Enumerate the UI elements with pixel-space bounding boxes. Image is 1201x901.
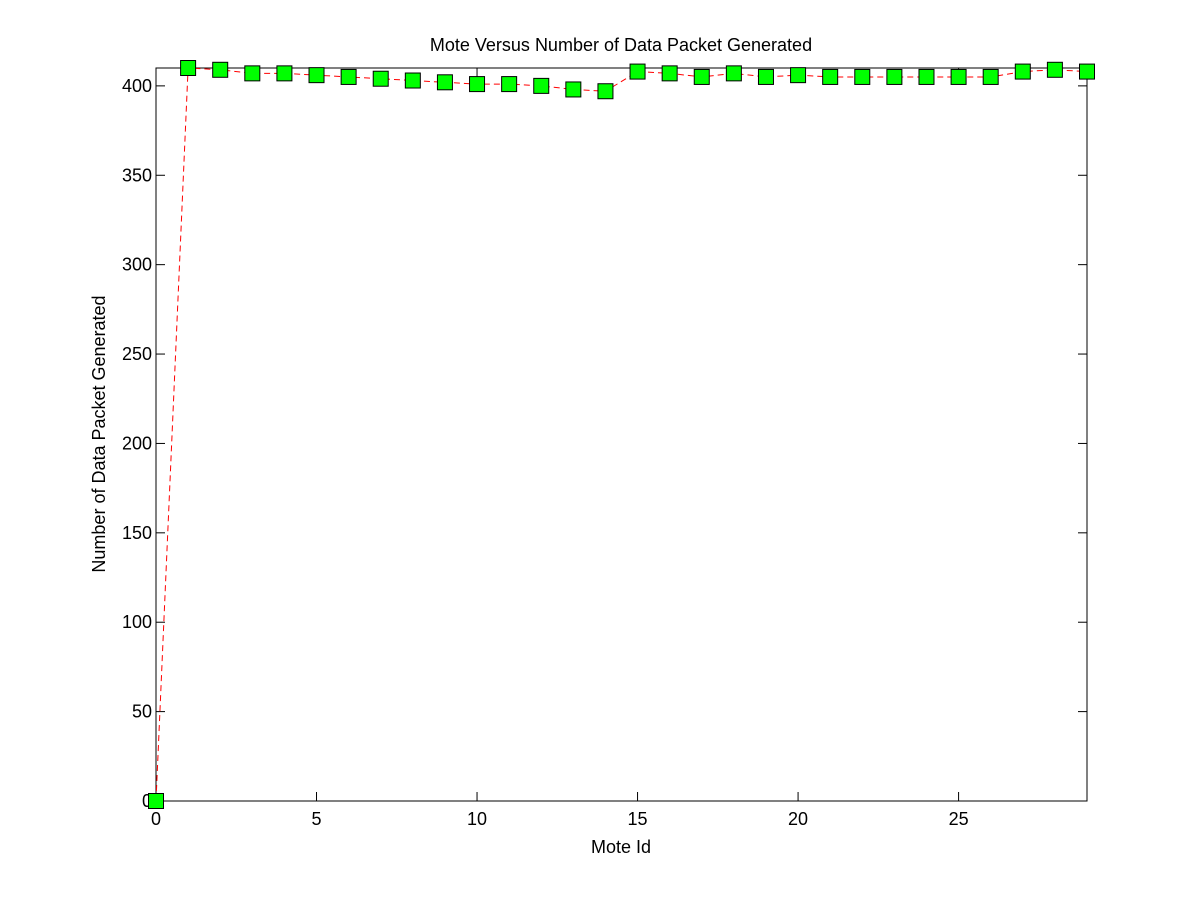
data-marker [276,65,293,82]
data-marker [597,83,614,100]
data-marker [180,60,197,76]
data-marker [918,68,935,85]
data-marker [404,72,421,89]
data-marker [212,61,229,78]
data-marker [340,68,357,85]
data-marker [1079,63,1095,80]
y-tick-label: 350 [122,165,152,185]
x-tick-label: 20 [788,809,808,829]
data-marker [629,63,646,80]
y-tick-label: 100 [122,612,152,632]
data-marker [244,65,261,82]
data-marker [1014,63,1031,80]
data-marker [790,67,807,84]
data-marker [822,68,839,85]
data-marker [469,76,486,93]
y-tick-label: 0 [142,791,152,811]
data-marker [854,68,871,85]
data-marker [661,65,678,82]
x-axis-label: Mote Id [591,837,651,857]
y-tick-label: 250 [122,344,152,364]
data-marker [1046,61,1063,78]
y-tick-label: 300 [122,255,152,275]
data-marker [725,65,742,82]
data-marker [308,67,325,84]
x-tick-label: 25 [949,809,969,829]
y-axis-label: Number of Data Packet Generated [89,295,109,572]
data-marker [565,81,582,98]
data-marker [148,793,164,809]
data-marker [886,68,903,85]
y-tick-label: 400 [122,76,152,96]
x-tick-label: 15 [628,809,648,829]
x-tick-label: 10 [467,809,487,829]
plot-area [155,67,1088,802]
x-tick-label: 5 [312,809,322,829]
chart-title: Mote Versus Number of Data Packet Genera… [430,35,812,55]
y-tick-label: 200 [122,433,152,453]
y-tick-label: 150 [122,523,152,543]
data-marker [436,74,453,91]
data-marker [533,77,550,94]
data-marker [950,68,967,85]
data-marker [372,70,389,87]
x-tick-label: 0 [151,809,161,829]
data-marker [982,68,999,85]
y-tick-label: 50 [132,702,152,722]
data-marker [501,76,518,93]
data-marker [757,68,774,85]
data-marker [693,68,710,85]
